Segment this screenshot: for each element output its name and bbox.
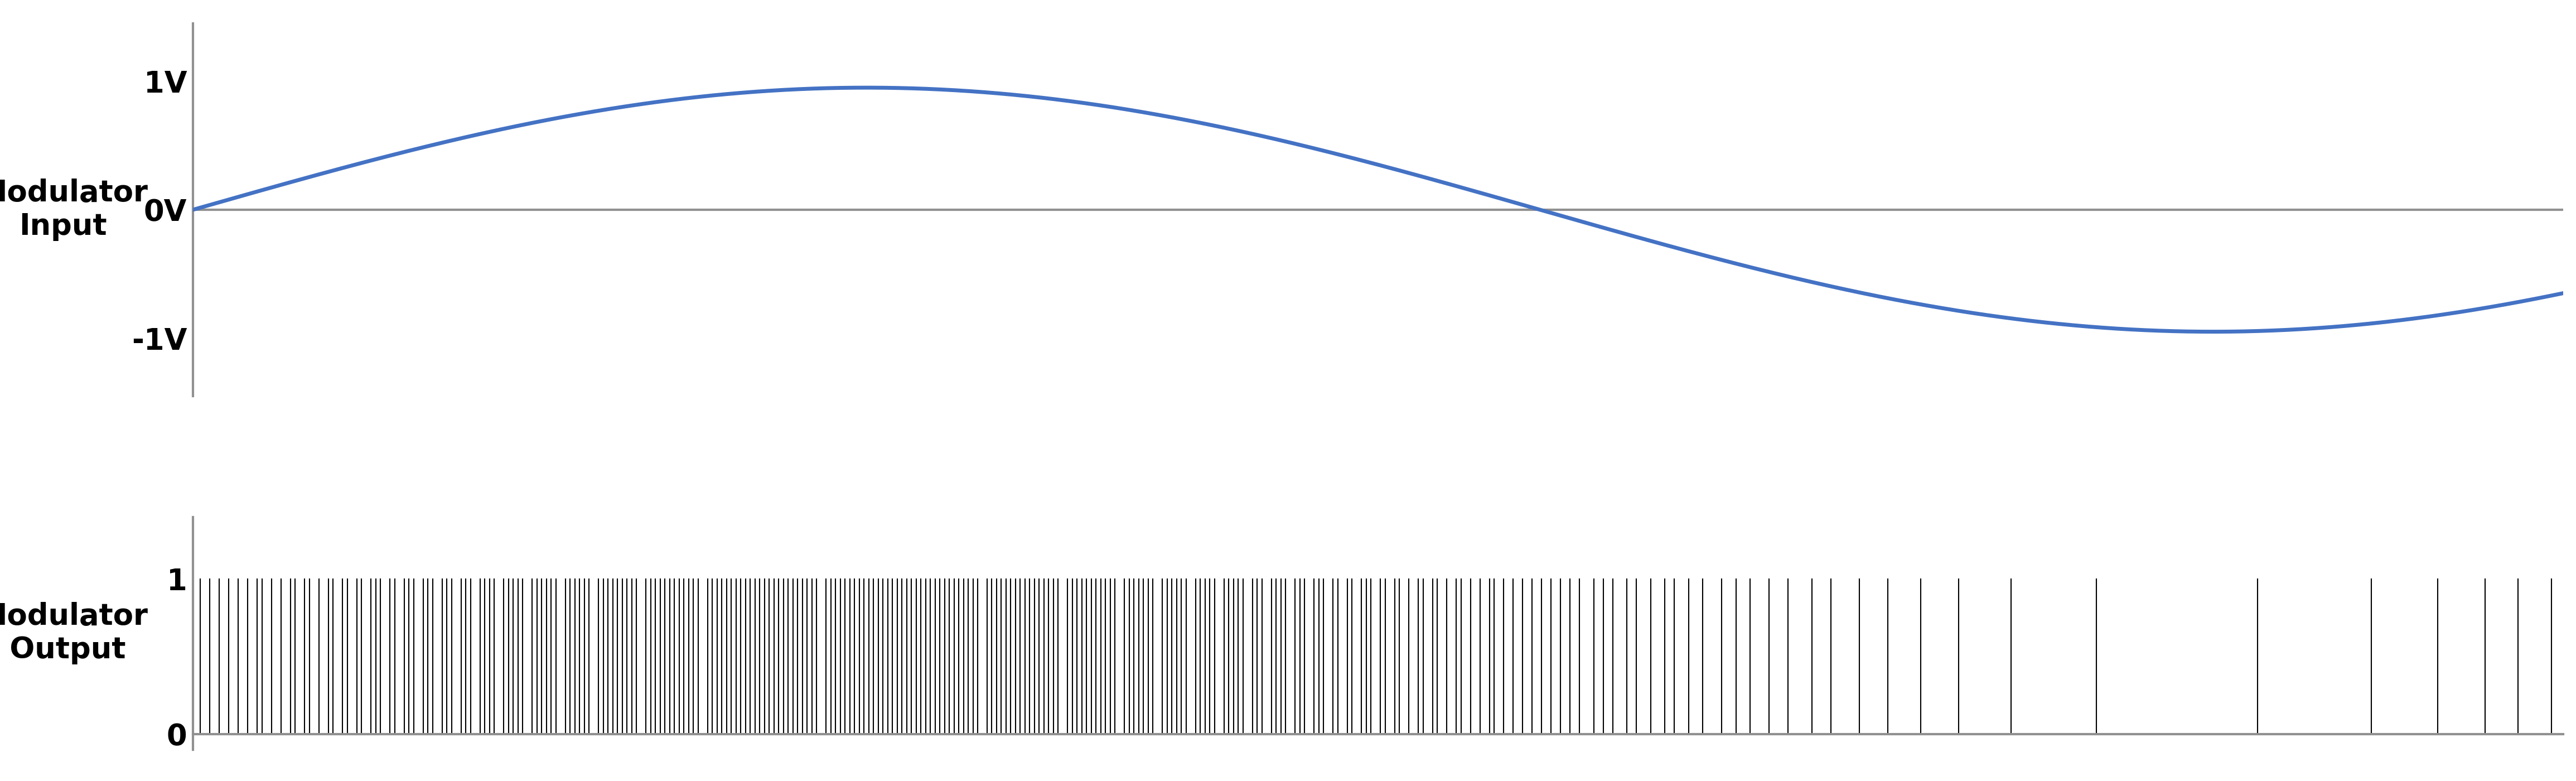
Text: Modulator
 Output: Modulator Output [0, 602, 147, 665]
Text: Modulator
Input: Modulator Input [0, 178, 147, 241]
